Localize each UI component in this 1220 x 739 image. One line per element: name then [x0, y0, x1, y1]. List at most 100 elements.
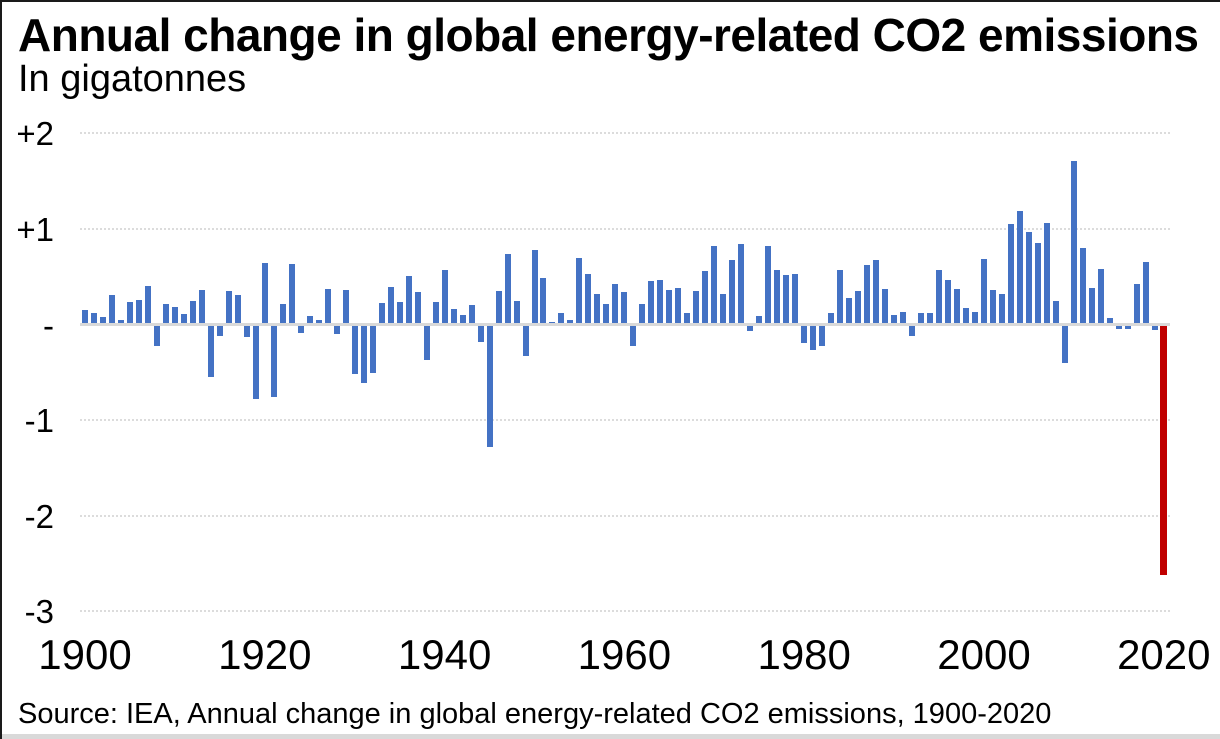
bar-1955 — [576, 257, 583, 323]
y-axis-label-+2: +2 — [16, 115, 54, 153]
bar-1905 — [126, 301, 133, 323]
bar-1998 — [963, 307, 970, 323]
bar-1902 — [99, 317, 106, 323]
x-axis-label-1900: 1900 — [38, 631, 132, 678]
bar-2017 — [1133, 283, 1140, 323]
bar-1969 — [702, 271, 709, 323]
bar-2004 — [1016, 211, 1023, 323]
bar-2001 — [989, 290, 996, 323]
bar-1957 — [594, 294, 601, 323]
bar-1900 — [82, 309, 88, 323]
chart-title: Annual change in global energy-related C… — [18, 9, 1199, 61]
bar-1930 — [351, 326, 358, 374]
bar-2019 — [1151, 326, 1158, 330]
bar-1940 — [441, 270, 448, 323]
bar-1951 — [540, 278, 547, 323]
bar-1999 — [972, 311, 978, 323]
chart-subtitle: In gigatonnes — [18, 58, 247, 100]
bar-1901 — [90, 313, 97, 323]
bar-1916 — [225, 291, 232, 323]
bar-2014 — [1106, 318, 1113, 323]
bar-1989 — [882, 288, 889, 323]
bar-1995 — [936, 270, 943, 323]
bar-2006 — [1034, 242, 1041, 323]
bar-1975 — [756, 316, 763, 323]
bar-1974 — [747, 326, 754, 331]
bar-1953 — [558, 313, 565, 323]
bar-2008 — [1052, 301, 1059, 323]
bar-1915 — [216, 326, 223, 336]
bar-2011 — [1079, 248, 1086, 323]
bar-1908 — [153, 326, 160, 347]
bar-1947 — [504, 254, 511, 323]
bar-1918 — [243, 326, 250, 337]
bar-1928 — [333, 326, 340, 334]
bar-1922 — [279, 303, 286, 323]
bar-2003 — [1007, 223, 1014, 323]
bar-1977 — [774, 270, 781, 323]
bar-1991 — [900, 312, 907, 323]
bar-1972 — [729, 259, 736, 323]
bar-1983 — [828, 313, 835, 323]
bar-1945 — [486, 326, 493, 448]
bar-1948 — [513, 301, 520, 323]
bar-1944 — [477, 326, 484, 343]
source-note: Source: IEA, Annual change in global ene… — [18, 698, 1052, 730]
bar-1911 — [180, 314, 187, 323]
bar-1986 — [855, 291, 862, 323]
zero-axis-line — [80, 323, 1170, 326]
bar-1963 — [648, 280, 655, 323]
y-axis-label--2: -2 — [24, 497, 54, 535]
bar-1923 — [288, 263, 295, 323]
bar-1966 — [675, 287, 682, 323]
bar-1946 — [495, 291, 502, 323]
x-axis-label-1920: 1920 — [218, 631, 312, 678]
bar-1921 — [270, 326, 277, 397]
bar-1971 — [720, 294, 727, 323]
bar-1943 — [468, 304, 475, 323]
bar-1903 — [108, 295, 115, 323]
bar-1931 — [360, 326, 367, 384]
gridline-+1 — [80, 227, 1170, 230]
bar-1962 — [639, 303, 646, 323]
bar-2010 — [1070, 161, 1077, 323]
y-axis-label--: - — [43, 306, 54, 344]
gridline--2 — [80, 514, 1170, 517]
x-axis-label-2020: 2020 — [1117, 631, 1211, 678]
y-axis-label-+1: +1 — [16, 210, 54, 248]
bar-2016 — [1124, 326, 1131, 329]
x-axis-label-2000: 2000 — [937, 631, 1031, 678]
bar-1909 — [162, 303, 169, 323]
bar-1942 — [459, 315, 466, 323]
bar-2002 — [998, 294, 1005, 323]
x-axis-label-1980: 1980 — [757, 631, 851, 678]
bar-1936 — [405, 276, 412, 323]
bar-1982 — [819, 326, 826, 347]
bar-1919 — [252, 326, 259, 399]
bar-1956 — [585, 274, 592, 323]
bar-1913 — [198, 290, 205, 323]
bar-1996 — [945, 279, 952, 323]
bar-2013 — [1097, 269, 1104, 323]
bar-1924 — [297, 326, 304, 333]
bar-1906 — [135, 300, 142, 323]
bar-1973 — [738, 243, 745, 323]
bar-1933 — [378, 302, 385, 323]
bar-1950 — [531, 250, 538, 323]
bar-1987 — [864, 264, 871, 323]
bar-1941 — [450, 308, 457, 323]
bar-1925 — [306, 316, 313, 323]
bar-1914 — [207, 326, 214, 377]
bar-2005 — [1025, 232, 1032, 323]
x-axis-label-1960: 1960 — [577, 631, 672, 678]
bar-1939 — [432, 301, 439, 323]
bar-1980 — [801, 326, 808, 344]
gridline--3 — [80, 610, 1170, 613]
gridline-+2 — [80, 132, 1170, 135]
bar-1949 — [522, 326, 529, 356]
bar-1961 — [630, 326, 637, 347]
bar-1985 — [846, 298, 853, 323]
bar-2012 — [1088, 287, 1095, 323]
